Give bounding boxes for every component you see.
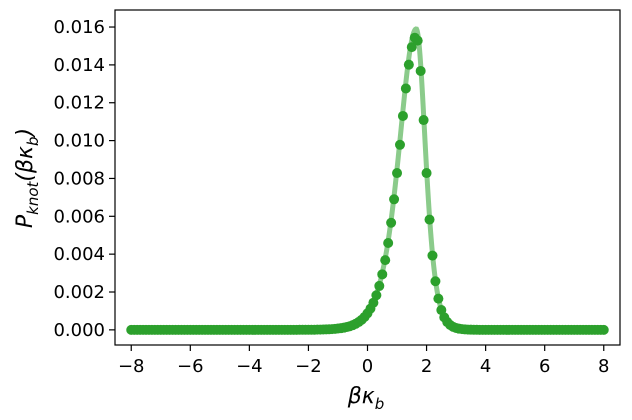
data-point	[371, 290, 382, 301]
smooth-curve	[131, 26, 604, 333]
x-tick-label: 4	[480, 356, 491, 377]
x-axis: −8 −6 −4 −2 0 2 4 6 8	[118, 345, 609, 377]
data-point	[415, 65, 426, 76]
plot-area	[126, 26, 609, 335]
y-axis-label-close: )	[13, 128, 38, 139]
y-tick-label: 0.006	[53, 206, 105, 227]
y-tick-label: 0.016	[53, 17, 105, 38]
y-tick-label: 0.014	[53, 55, 105, 76]
data-point	[598, 324, 609, 335]
data-point	[433, 293, 444, 304]
y-axis-label: Pknot(βκb)	[13, 128, 42, 228]
data-point	[383, 238, 394, 249]
data-point	[427, 250, 438, 261]
x-tick-label: 2	[421, 356, 432, 377]
x-tick-label: 0	[362, 356, 373, 377]
data-point	[394, 139, 405, 150]
y-tick-label: 0.000	[53, 320, 105, 341]
y-tick-label: 0.010	[53, 131, 105, 152]
x-tick-label: −2	[295, 356, 322, 377]
data-point	[374, 280, 385, 291]
y-axis-label-sub: knot	[24, 180, 42, 214]
x-tick-label: 6	[539, 356, 550, 377]
y-axis-label-main: P	[13, 214, 38, 228]
data-point	[418, 115, 429, 126]
data-point	[400, 83, 411, 94]
x-axis-label: βκb	[347, 384, 385, 413]
data-point	[380, 255, 391, 266]
data-point	[386, 217, 397, 228]
plot-frame	[114, 9, 621, 346]
y-tick-label: 0.008	[53, 168, 105, 189]
data-point	[403, 59, 414, 70]
y-tick-label: 0.002	[53, 282, 105, 303]
x-tick-label: −4	[236, 356, 263, 377]
y-axis-label-arg: (βκ	[13, 146, 38, 182]
y-tick-label: 0.004	[53, 244, 105, 265]
data-point	[377, 269, 388, 280]
data-point	[397, 110, 408, 121]
y-tick-label: 0.012	[53, 93, 105, 114]
data-point	[406, 42, 417, 53]
y-axis: 0.000 0.002 0.004 0.006 0.008 0.010 0.012 0.014…	[53, 17, 115, 341]
data-point	[421, 168, 432, 179]
y-axis-label-arg-sub: b	[24, 136, 42, 146]
x-axis-label-main: βκ	[347, 384, 375, 409]
x-axis-label-sub: b	[375, 395, 385, 413]
data-point	[424, 214, 435, 225]
data-point	[430, 276, 441, 287]
data-point	[412, 35, 423, 46]
x-tick-label: −8	[118, 356, 145, 377]
data-point	[392, 168, 403, 179]
data-point	[389, 194, 400, 205]
x-tick-label: −6	[177, 356, 204, 377]
x-tick-label: 8	[598, 356, 609, 377]
